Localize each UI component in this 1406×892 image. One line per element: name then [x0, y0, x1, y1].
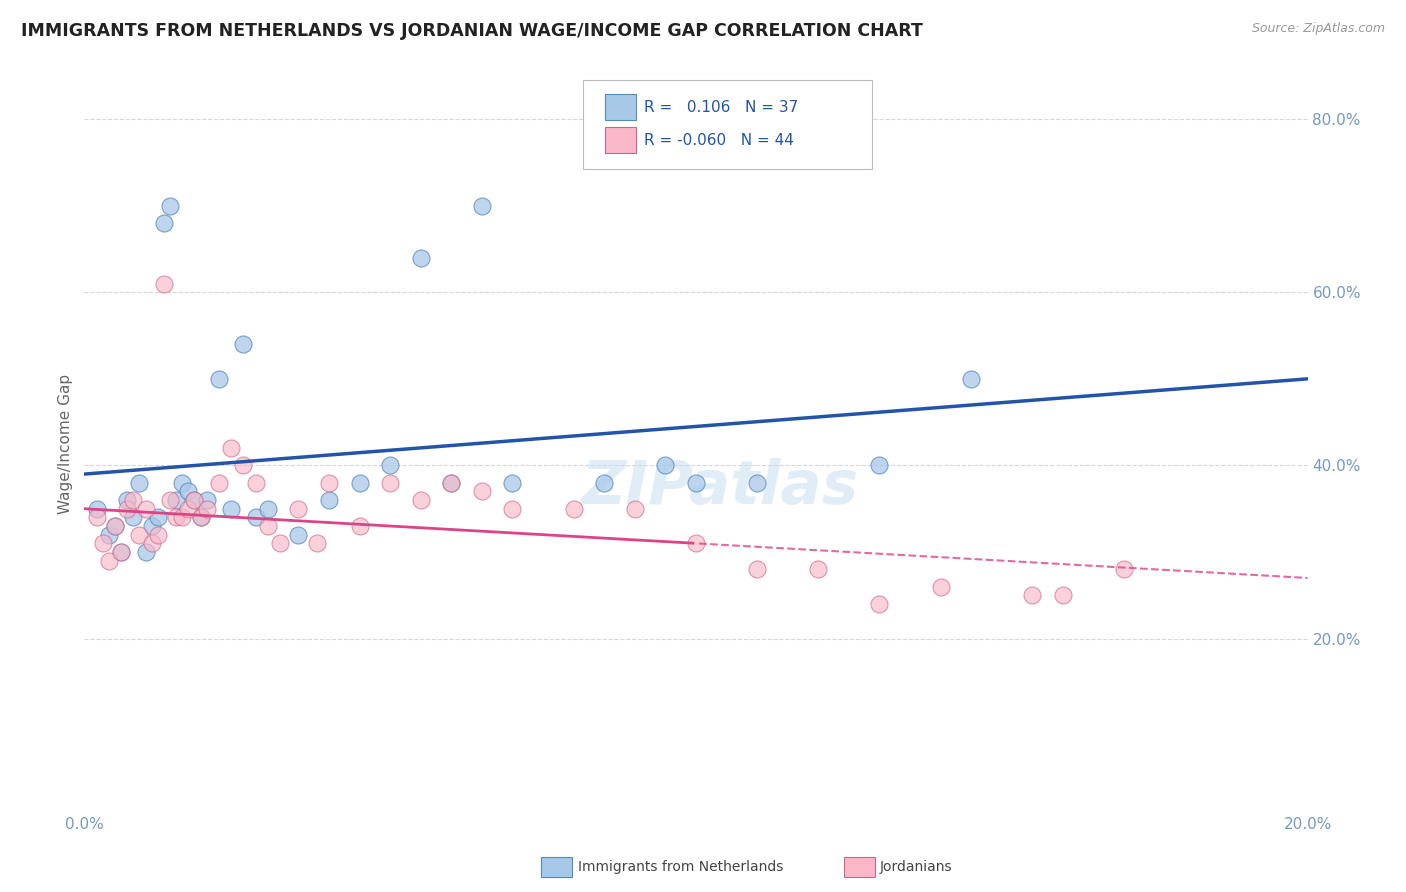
Point	[960, 372, 983, 386]
Point	[128, 527, 150, 541]
Point	[208, 475, 231, 490]
Point	[502, 475, 524, 490]
Text: Immigrants from Netherlands: Immigrants from Netherlands	[578, 860, 783, 874]
Text: ZIPatlas: ZIPatlas	[582, 458, 859, 517]
Point	[232, 458, 254, 473]
Point	[86, 501, 108, 516]
Point	[115, 501, 138, 516]
Point	[257, 501, 280, 516]
Point	[135, 501, 157, 516]
Text: R =   0.106   N = 37: R = 0.106 N = 37	[644, 100, 799, 114]
Y-axis label: Wage/Income Gap: Wage/Income Gap	[58, 374, 73, 514]
Point	[110, 545, 132, 559]
Point	[562, 501, 585, 516]
Point	[172, 475, 194, 490]
Point	[159, 493, 181, 508]
Point	[245, 475, 267, 490]
Point	[141, 519, 163, 533]
Point	[287, 501, 309, 516]
Text: Jordanians: Jordanians	[880, 860, 953, 874]
Point	[318, 493, 340, 508]
Point	[159, 199, 181, 213]
Point	[747, 475, 769, 490]
Point	[146, 510, 169, 524]
Point	[1114, 562, 1136, 576]
Point	[1052, 588, 1074, 602]
Point	[269, 536, 291, 550]
Point	[440, 475, 463, 490]
Point	[115, 493, 138, 508]
Point	[183, 493, 205, 508]
Point	[177, 484, 200, 499]
Point	[380, 475, 402, 490]
Point	[97, 554, 120, 568]
Point	[86, 510, 108, 524]
Point	[257, 519, 280, 533]
Point	[409, 251, 432, 265]
Point	[287, 527, 309, 541]
Text: Source: ZipAtlas.com: Source: ZipAtlas.com	[1251, 22, 1385, 36]
Point	[165, 493, 187, 508]
Point	[165, 510, 187, 524]
Point	[122, 510, 145, 524]
Point	[349, 475, 371, 490]
Point	[654, 458, 676, 473]
Point	[219, 441, 242, 455]
Point	[177, 501, 200, 516]
Text: IMMIGRANTS FROM NETHERLANDS VS JORDANIAN WAGE/INCOME GAP CORRELATION CHART: IMMIGRANTS FROM NETHERLANDS VS JORDANIAN…	[21, 22, 922, 40]
Point	[305, 536, 328, 550]
Point	[747, 562, 769, 576]
Point	[380, 458, 402, 473]
Point	[1021, 588, 1043, 602]
Point	[409, 493, 432, 508]
Point	[153, 216, 176, 230]
Point	[153, 277, 176, 291]
Point	[195, 501, 218, 516]
Point	[624, 501, 647, 516]
Point	[685, 536, 707, 550]
Point	[869, 458, 891, 473]
Point	[190, 510, 212, 524]
Point	[195, 493, 218, 508]
Point	[685, 475, 707, 490]
Point	[593, 475, 616, 490]
Point	[869, 597, 891, 611]
Point	[122, 493, 145, 508]
Point	[97, 527, 120, 541]
Text: R = -0.060   N = 44: R = -0.060 N = 44	[644, 133, 794, 147]
Point	[104, 519, 127, 533]
Point	[440, 475, 463, 490]
Point	[128, 475, 150, 490]
Point	[807, 562, 830, 576]
Point	[91, 536, 114, 550]
Point	[172, 510, 194, 524]
Point	[104, 519, 127, 533]
Point	[146, 527, 169, 541]
Point	[183, 493, 205, 508]
Point	[245, 510, 267, 524]
Point	[110, 545, 132, 559]
Point	[471, 199, 494, 213]
Point	[135, 545, 157, 559]
Point	[349, 519, 371, 533]
Point	[502, 501, 524, 516]
Point	[232, 337, 254, 351]
Point	[208, 372, 231, 386]
Point	[318, 475, 340, 490]
Point	[190, 510, 212, 524]
Point	[219, 501, 242, 516]
Point	[471, 484, 494, 499]
Point	[141, 536, 163, 550]
Point	[929, 580, 952, 594]
